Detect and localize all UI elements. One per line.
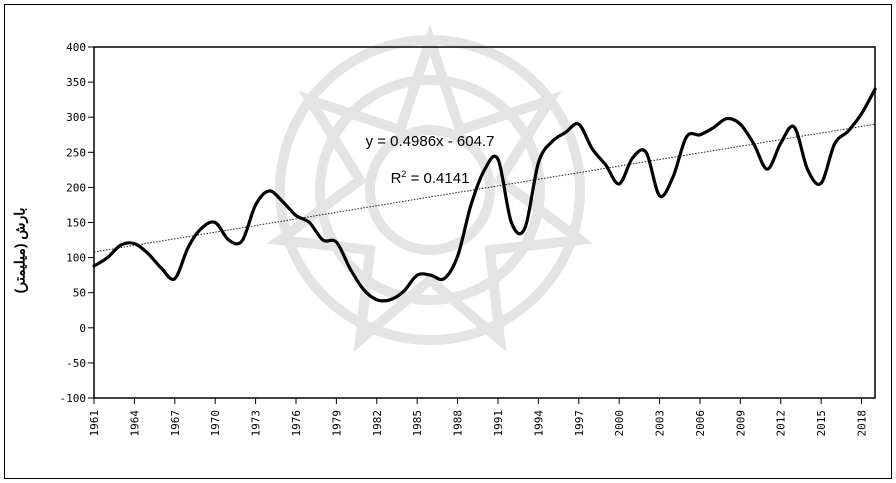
x-tick-label: 1976: [290, 410, 303, 437]
x-tick-label: 1994: [532, 410, 545, 437]
y-tick-label: 300: [66, 111, 86, 124]
x-axis: 1961 1964 1967 1970 1973 1976 1979 1982 1985 1988…: [88, 398, 869, 437]
x-tick-label: 1979: [330, 410, 343, 437]
x-tick-label: 2009: [734, 410, 747, 437]
x-tick-label: 1970: [209, 410, 222, 437]
x-tick-label: 1964: [128, 410, 141, 437]
x-tick-label: 1997: [573, 410, 586, 437]
series-line-precipitation: [92, 87, 877, 303]
y-tick-label: 400: [66, 41, 86, 54]
trendline-equation: y = 0.4986x - 604.7 R2 = 0.4141: [340, 126, 520, 195]
x-tick-label: 1985: [411, 410, 424, 437]
x-tick-label: 2000: [613, 410, 626, 437]
y-tick-label: 200: [66, 181, 86, 194]
y-tick-label: 250: [66, 146, 86, 159]
x-tick-label: 1991: [492, 410, 505, 437]
y-axis: 400 350 300 250 200 150 100 50 0 -50 -100: [60, 41, 94, 405]
x-tick-label: 1967: [169, 410, 182, 437]
r2-value: = 0.4141: [406, 170, 470, 187]
r-squared-text: R2 = 0.4141: [340, 158, 520, 195]
y-tick-label: 150: [66, 217, 86, 230]
y-tick-label: -50: [66, 357, 86, 370]
watermark-emblem: [266, 24, 594, 353]
x-tick-label: 1982: [371, 410, 384, 437]
y-tick-label: 350: [66, 76, 86, 89]
x-tick-label: 1988: [452, 410, 465, 437]
x-tick-label: 2015: [815, 410, 828, 437]
x-tick-label: 2012: [775, 410, 788, 437]
y-axis-title: بارش (میلیمتر): [8, 170, 32, 330]
x-tick-label: 1973: [250, 410, 263, 437]
y-axis-title-text: بارش (میلیمتر): [11, 207, 28, 293]
y-tick-label: -100: [60, 392, 87, 405]
chart-frame: [4, 4, 892, 479]
y-tick-label: 0: [79, 322, 86, 335]
trend-equation-text: y = 0.4986x - 604.7: [365, 133, 495, 150]
x-tick-label: 2006: [694, 410, 707, 437]
y-tick-label: 50: [73, 287, 86, 300]
y-tick-label: 100: [66, 252, 86, 265]
r2-exponent: 2: [401, 169, 407, 179]
x-tick-label: 2003: [654, 410, 667, 437]
x-tick-label: 1961: [88, 410, 101, 437]
x-tick-label: 2018: [856, 410, 869, 437]
r2-label: R: [390, 170, 402, 187]
